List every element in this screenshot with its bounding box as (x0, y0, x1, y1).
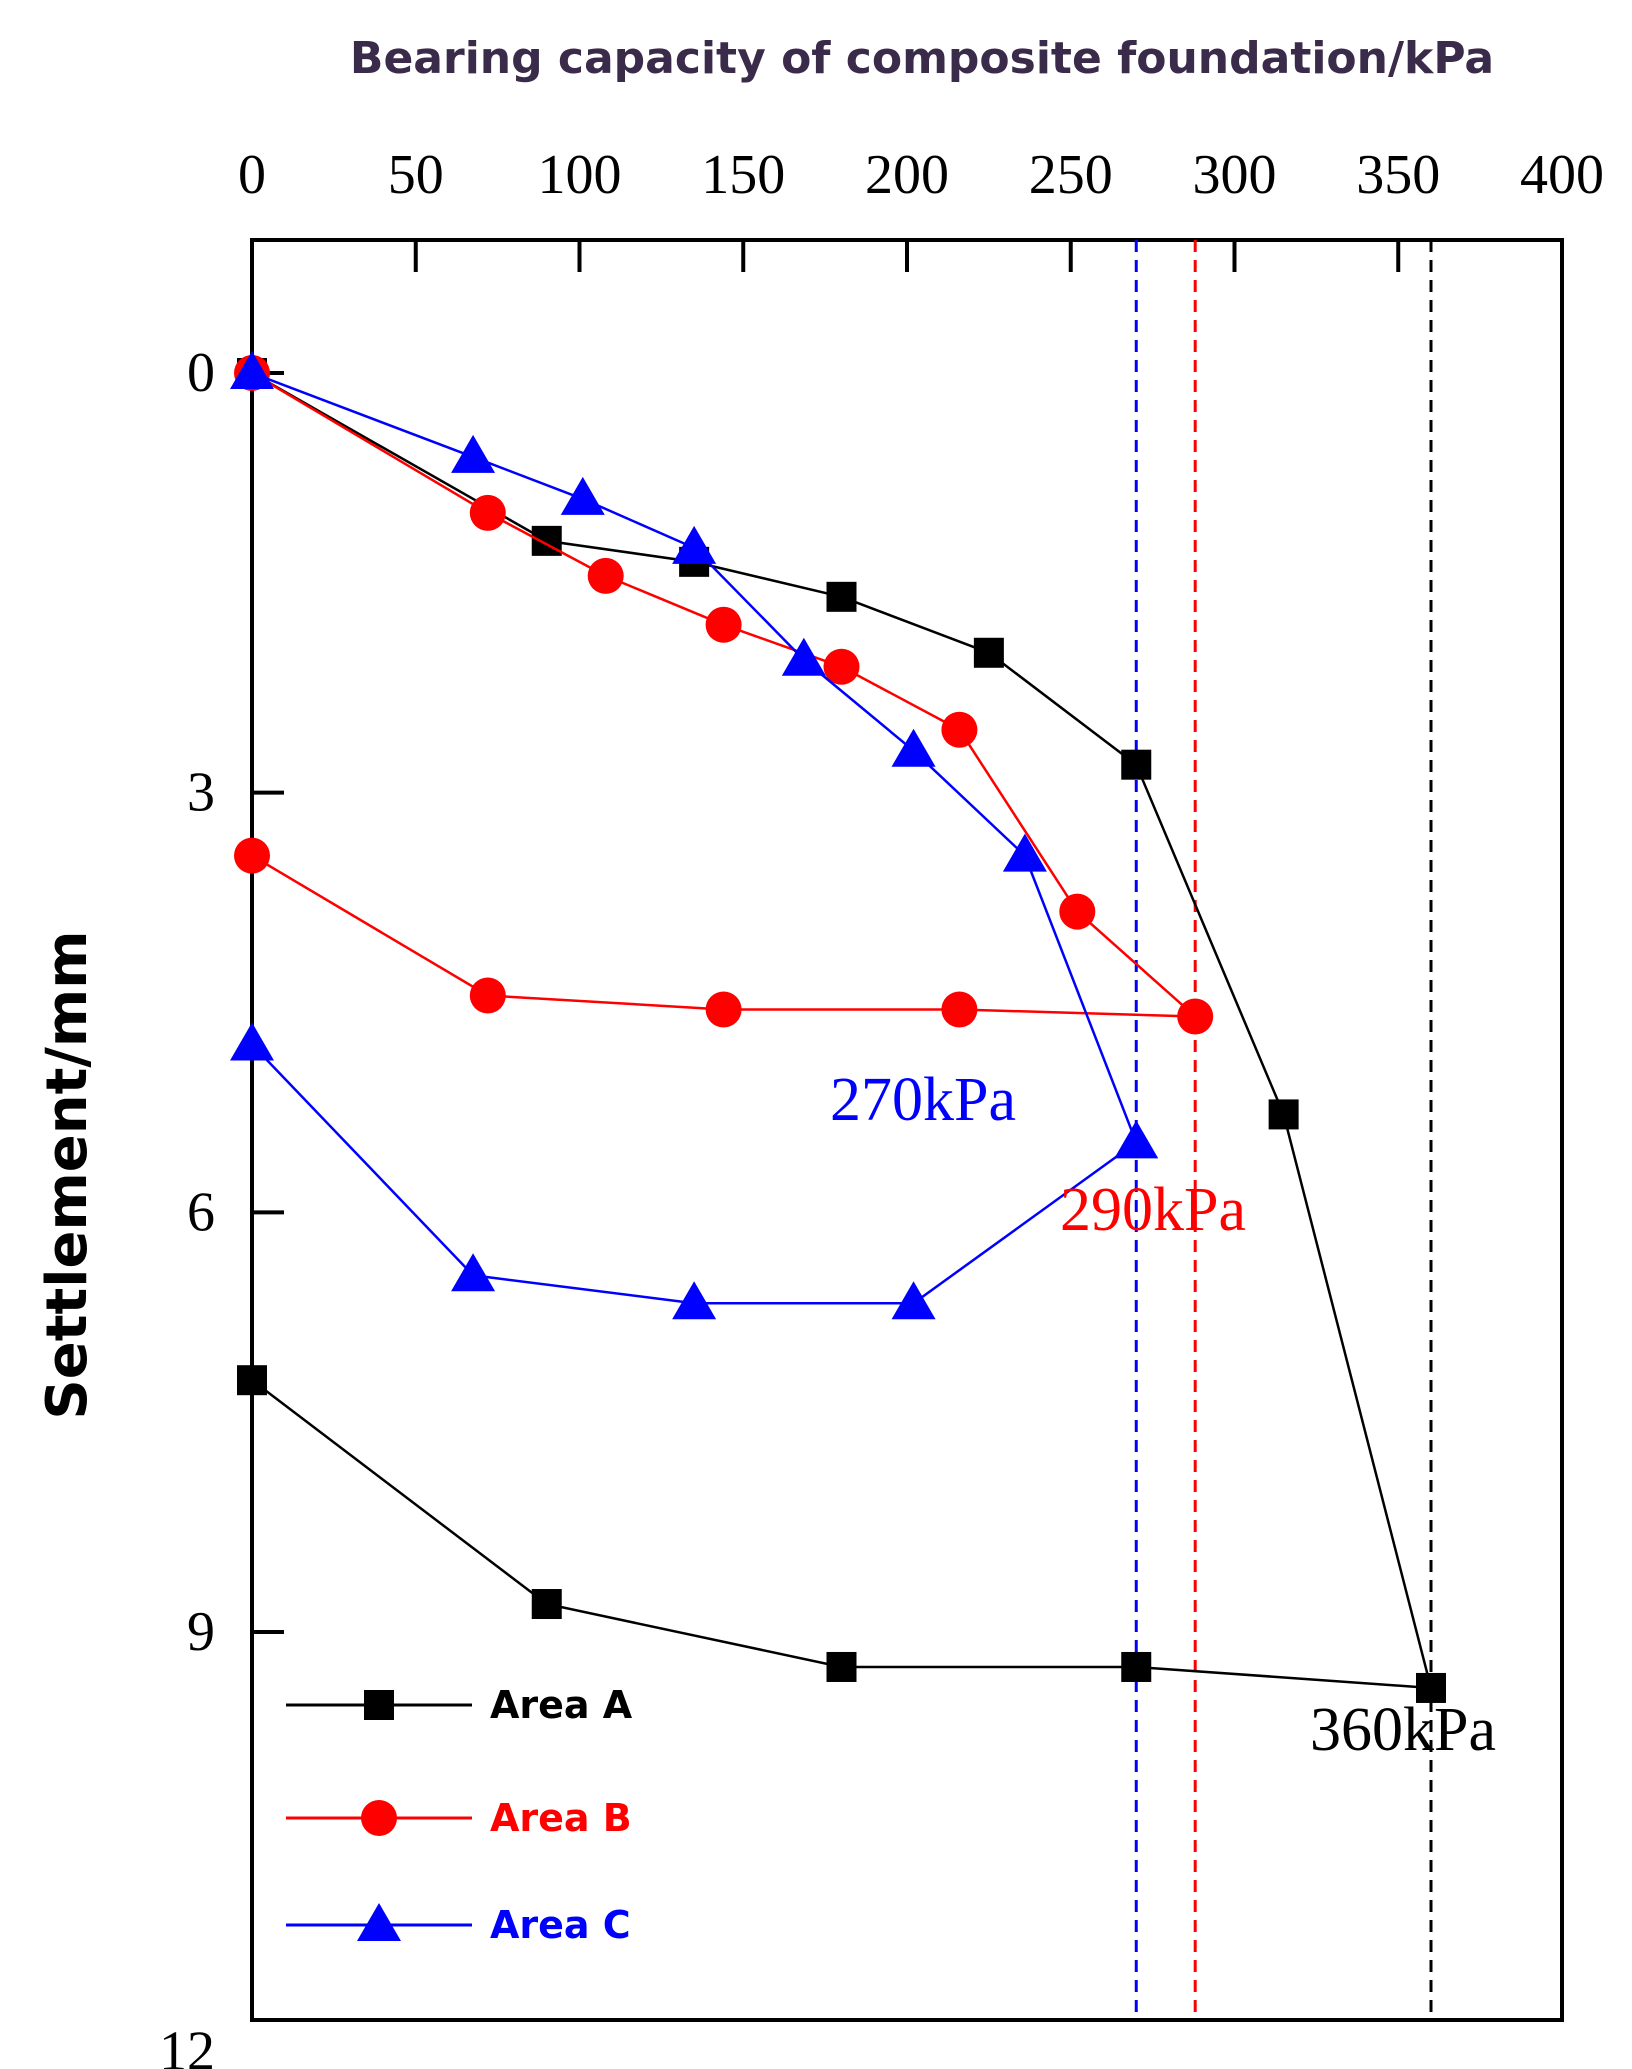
y-tick-label: 3 (187, 762, 215, 824)
legend-item: Area B (286, 1796, 632, 1840)
x-tick-label: 400 (1520, 144, 1604, 206)
series-line (251, 371, 1199, 1018)
series-area-c (230, 351, 1159, 1320)
data-point (973, 637, 1004, 668)
x-tick-label: 50 (388, 144, 444, 206)
x-tick-label: 0 (238, 144, 266, 206)
data-point (891, 1281, 936, 1320)
data-point (230, 351, 274, 389)
data-point (1059, 893, 1096, 930)
legend-item: Area C (286, 1903, 631, 1947)
data-point (781, 637, 826, 676)
data-point (826, 1651, 857, 1682)
data-point (469, 494, 506, 531)
series-area-a (237, 358, 1446, 1703)
legend: Area A Area B Area C (286, 1683, 633, 1947)
series-layer (230, 351, 1446, 1703)
data-point (1002, 833, 1047, 872)
data-point (451, 434, 496, 473)
data-point (672, 1281, 717, 1320)
y-tick-label: 0 (187, 342, 215, 404)
x-axis-title: Bearing capacity of composite foundation… (350, 33, 1494, 84)
x-tick-label: 100 (538, 144, 622, 206)
x-tick-label: 200 (865, 144, 949, 206)
legend-label: Area C (490, 1903, 631, 1947)
legend-label: Area B (490, 1796, 632, 1840)
data-point (826, 581, 857, 612)
y-tick-label: 9 (187, 1601, 215, 1663)
legend-marker (361, 1800, 397, 1836)
data-point (587, 557, 624, 594)
x-tick-label: 350 (1356, 144, 1440, 206)
data-point (531, 1589, 562, 1620)
data-point (1177, 998, 1214, 1035)
y-tick-label: 12 (159, 2021, 215, 2069)
data-point (469, 977, 506, 1014)
y-axis-title: Settlement/mm (35, 930, 100, 1419)
annotations: 270kPa 290kPa 360kPa (830, 1066, 1496, 1764)
legend-marker (364, 1690, 394, 1720)
data-point (1268, 1099, 1299, 1130)
data-point (560, 476, 605, 515)
x-tick-label: 300 (1193, 144, 1277, 206)
x-tick-label: 250 (1029, 144, 1113, 206)
data-point (237, 1365, 267, 1396)
legend-item: Area A (286, 1683, 633, 1727)
data-point (823, 648, 860, 685)
reference-annotation: 360kPa (1310, 1696, 1496, 1764)
data-point (451, 1253, 496, 1292)
data-point (891, 728, 936, 767)
y-tick-label: 6 (187, 1181, 215, 1243)
legend-label: Area A (490, 1683, 633, 1727)
reference-annotation: 290kPa (1060, 1176, 1246, 1244)
x-tick-label: 150 (701, 144, 785, 206)
data-point (705, 991, 742, 1028)
reference-annotation: 270kPa (830, 1066, 1016, 1134)
data-point (1121, 749, 1152, 780)
series-line (251, 371, 1433, 1690)
data-point (672, 525, 717, 564)
data-point (1114, 1120, 1159, 1159)
data-point (941, 711, 978, 748)
data-point (230, 1022, 274, 1061)
data-point (941, 991, 978, 1028)
data-point (1121, 1651, 1152, 1682)
data-point (234, 837, 270, 874)
legend-marker (357, 1903, 401, 1941)
data-point (705, 606, 742, 643)
axis-ticks: 0 50 100 150 200 250 300 350 400 0 3 6 9 12 (159, 144, 1604, 2069)
data-point (1416, 1672, 1446, 1703)
series-area-b (234, 355, 1214, 1035)
series-line (251, 371, 1138, 1305)
